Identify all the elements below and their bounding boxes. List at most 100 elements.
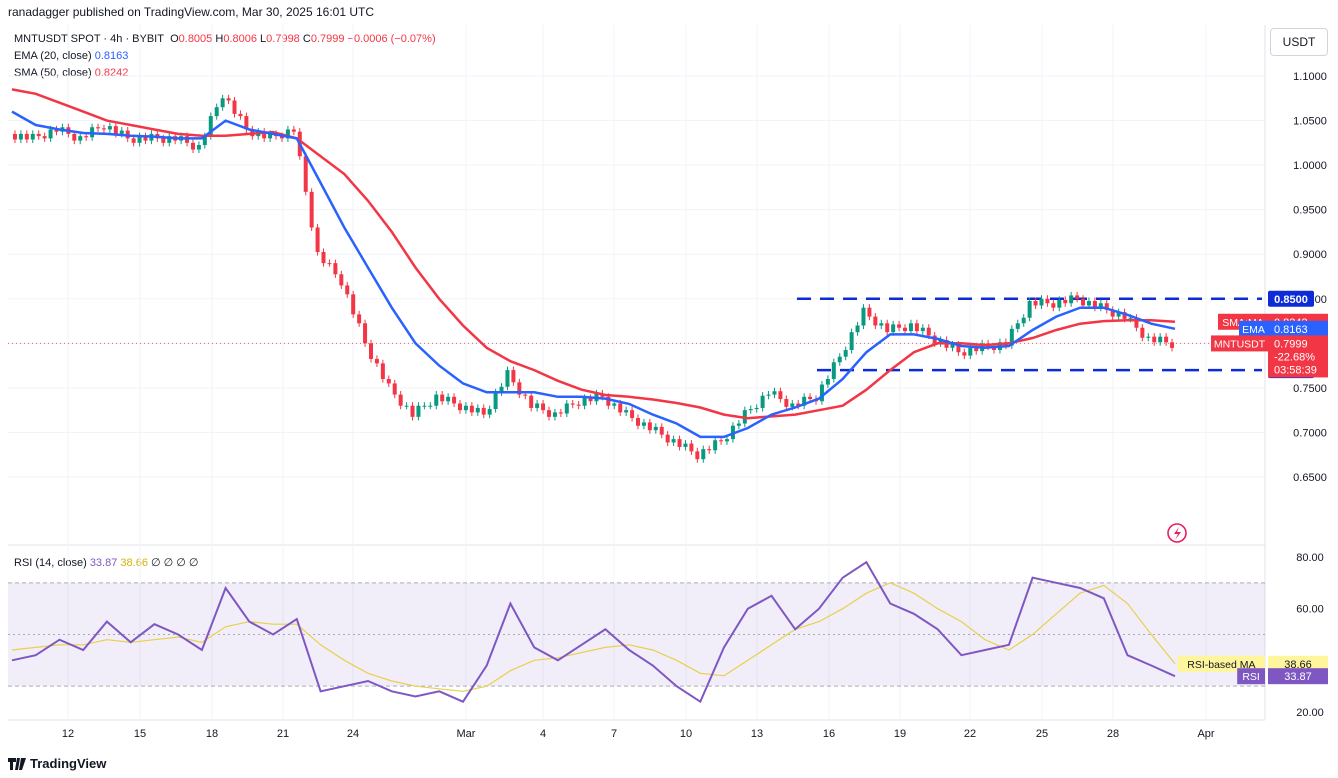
candle-body[interactable] xyxy=(523,394,528,396)
candle-body[interactable] xyxy=(487,409,492,415)
candle-body[interactable] xyxy=(505,370,510,387)
candle-body[interactable] xyxy=(808,396,813,400)
candle-body[interactable] xyxy=(719,440,724,442)
candle-body[interactable] xyxy=(1063,299,1068,304)
symbol-legend[interactable]: MNTUSDT SPOT · 4h · BYBIT O0.8005 H0.800… xyxy=(14,33,436,45)
candle-body[interactable] xyxy=(541,403,546,411)
candle-body[interactable] xyxy=(535,403,540,408)
candle-body[interactable] xyxy=(825,378,830,385)
candle-body[interactable] xyxy=(926,327,931,336)
candle-body[interactable] xyxy=(837,356,842,363)
candle-body[interactable] xyxy=(78,136,83,141)
candle-body[interactable] xyxy=(867,307,872,317)
candle-body[interactable] xyxy=(1134,317,1139,328)
candle-body[interactable] xyxy=(1009,328,1014,346)
candle-body[interactable] xyxy=(558,412,563,414)
candle-body[interactable] xyxy=(570,403,575,405)
candle-body[interactable] xyxy=(736,423,741,426)
candle-body[interactable] xyxy=(101,128,106,130)
candle-body[interactable] xyxy=(167,136,172,143)
candle-body[interactable] xyxy=(891,324,896,333)
rsi-legend[interactable]: RSI (14, close) 33.87 38.66 ∅ ∅ ∅ ∅ xyxy=(14,556,199,569)
candle-body[interactable] xyxy=(137,136,142,143)
candle-body[interactable] xyxy=(1057,299,1062,308)
candle-body[interactable] xyxy=(790,403,795,407)
candle-body[interactable] xyxy=(784,399,789,407)
candle-body[interactable] xyxy=(665,434,670,443)
candle-body[interactable] xyxy=(24,133,29,140)
candle-body[interactable] xyxy=(766,394,771,396)
candle-body[interactable] xyxy=(873,316,878,326)
candle-body[interactable] xyxy=(843,350,848,357)
candle-body[interactable] xyxy=(552,412,557,417)
candle-body[interactable] xyxy=(1021,317,1026,324)
candle-body[interactable] xyxy=(457,403,462,411)
candle-body[interactable] xyxy=(190,142,195,150)
candle-body[interactable] xyxy=(748,409,753,411)
candle-body[interactable] xyxy=(363,323,368,344)
candle-body[interactable] xyxy=(398,394,403,406)
candle-body[interactable] xyxy=(647,422,652,431)
candle-body[interactable] xyxy=(238,113,243,117)
candle-body[interactable] xyxy=(1081,298,1086,306)
candle-body[interactable] xyxy=(713,440,718,451)
candle-body[interactable] xyxy=(327,263,332,265)
candle-body[interactable] xyxy=(410,405,415,417)
candle-body[interactable] xyxy=(1069,295,1074,304)
candle-body[interactable] xyxy=(1075,295,1080,299)
candle-body[interactable] xyxy=(529,395,534,408)
candle-body[interactable] xyxy=(903,327,908,332)
candle-body[interactable] xyxy=(481,407,486,415)
candle-body[interactable] xyxy=(131,138,136,143)
candle-body[interactable] xyxy=(1122,312,1127,319)
candle-body[interactable] xyxy=(641,422,646,426)
candle-body[interactable] xyxy=(855,325,860,333)
candle-body[interactable] xyxy=(802,396,807,406)
candle-body[interactable] xyxy=(1140,327,1145,338)
candle-body[interactable] xyxy=(368,343,373,359)
candle-body[interactable] xyxy=(309,191,314,228)
candle-body[interactable] xyxy=(428,405,433,407)
candle-body[interactable] xyxy=(908,323,913,332)
candle-body[interactable] xyxy=(630,410,635,418)
candle-body[interactable] xyxy=(208,116,213,137)
candle-body[interactable] xyxy=(475,407,480,413)
candle-body[interactable] xyxy=(285,129,290,139)
candle-body[interactable] xyxy=(1045,298,1050,304)
candle-body[interactable] xyxy=(760,395,765,408)
candle-body[interactable] xyxy=(268,133,273,139)
candle-body[interactable] xyxy=(606,396,611,406)
candle-body[interactable] xyxy=(1027,301,1032,318)
candle-body[interactable] xyxy=(226,98,231,101)
candle-body[interactable] xyxy=(517,382,522,395)
candle-body[interactable] xyxy=(695,451,700,460)
candle-body[interactable] xyxy=(291,129,296,132)
alert-flash-icon[interactable] xyxy=(1167,523,1187,543)
candle-body[interactable] xyxy=(107,126,112,130)
candle-body[interactable] xyxy=(511,370,516,383)
candle-body[interactable] xyxy=(357,314,362,324)
candle-body[interactable] xyxy=(196,145,201,150)
candle-body[interactable] xyxy=(12,133,17,140)
candle-body[interactable] xyxy=(404,405,409,407)
tradingview-logo[interactable]: TradingView xyxy=(8,756,106,771)
candle-body[interactable] xyxy=(819,384,824,402)
candle-body[interactable] xyxy=(689,443,694,452)
candle-body[interactable] xyxy=(1015,323,1020,329)
candle-body[interactable] xyxy=(831,362,836,379)
candle-body[interactable] xyxy=(1152,336,1157,343)
candle-body[interactable] xyxy=(677,439,682,447)
candle-body[interactable] xyxy=(618,403,623,413)
candle-body[interactable] xyxy=(1146,336,1151,338)
candle-body[interactable] xyxy=(897,324,902,328)
candle-body[interactable] xyxy=(36,133,41,137)
candle-body[interactable] xyxy=(653,426,658,431)
candle-body[interactable] xyxy=(434,394,439,406)
candle-body[interactable] xyxy=(232,100,237,114)
candle-body[interactable] xyxy=(333,263,338,275)
candle-body[interactable] xyxy=(214,107,219,117)
candle-body[interactable] xyxy=(1128,317,1133,319)
candle-body[interactable] xyxy=(30,133,35,140)
candle-body[interactable] xyxy=(96,127,101,129)
